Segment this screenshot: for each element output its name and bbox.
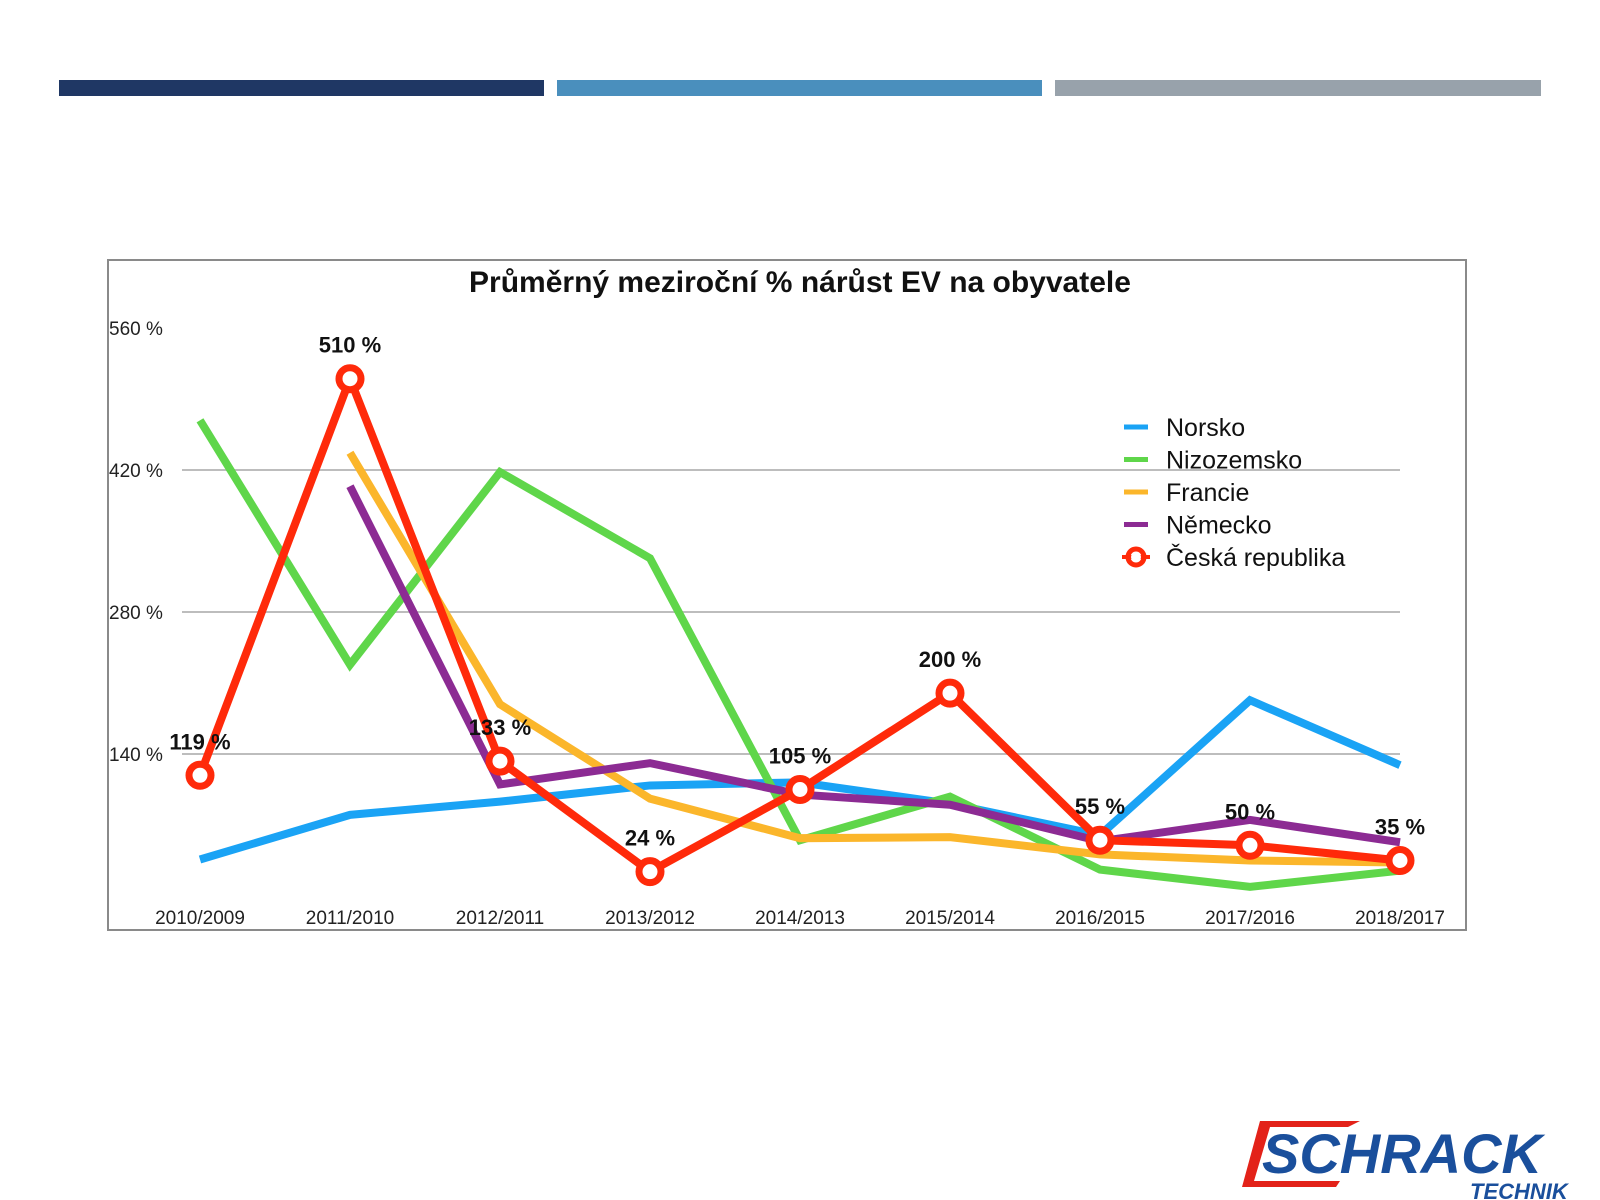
chart-title: Průměrný meziroční % nárůst EV na obyvat… — [469, 266, 1131, 299]
data-label: 50 % — [1225, 799, 1275, 824]
legend-item-ceska-republika: Česká republika — [1122, 543, 1345, 572]
legend-label: Česká republika — [1166, 543, 1345, 572]
legend-item-norsko: Norsko — [1124, 414, 1245, 442]
legend-marker-center — [1131, 552, 1141, 562]
data-label: 24 % — [625, 826, 675, 851]
x-tick-label: 2018/2017 — [1355, 908, 1445, 929]
data-point-marker — [335, 364, 365, 394]
x-tick-label: 2016/2015 — [1055, 908, 1145, 929]
series-line-nemecko — [346, 484, 1401, 847]
data-point-marker — [1235, 830, 1265, 860]
data-point-marker — [1085, 825, 1115, 855]
data-point-marker — [635, 857, 665, 887]
x-tick-label: 2010/2009 — [155, 908, 245, 929]
header-bar-light-blue — [557, 80, 1042, 96]
legend-label: Nizozemsko — [1166, 447, 1302, 475]
series-line-francie — [346, 450, 1401, 867]
data-point-marker — [485, 746, 515, 776]
schrack-logo: SCHRACK TECHNIK — [1240, 1115, 1600, 1200]
data-label: 510 % — [319, 333, 381, 358]
legend-label: Německo — [1166, 512, 1272, 540]
data-point-marker — [185, 760, 215, 790]
x-tick-label: 2012/2011 — [456, 908, 544, 929]
y-tick-label: 280 % — [109, 603, 163, 624]
y-tick-label: 140 % — [109, 745, 163, 766]
legend-label: Francie — [1166, 479, 1249, 507]
y-tick-label: 560 % — [109, 319, 163, 340]
logo-frame-icon — [1242, 1121, 1360, 1187]
data-label: 35 % — [1375, 815, 1425, 840]
x-tick-label: 2013/2012 — [605, 908, 695, 929]
data-point-marker — [1385, 846, 1415, 875]
data-label: 133 % — [469, 715, 531, 740]
legend-label: Norsko — [1166, 414, 1245, 442]
data-point-marker — [935, 678, 965, 708]
data-point-marker — [785, 775, 815, 804]
legend-item-francie: Francie — [1124, 479, 1249, 507]
logo-sub-text: TECHNIK — [1470, 1179, 1570, 1200]
x-tick-label: 2015/2014 — [905, 908, 995, 929]
header-bar-gray — [1055, 80, 1541, 96]
data-label: 105 % — [769, 744, 831, 769]
legend-item-nizozemsko: Nizozemsko — [1124, 447, 1302, 475]
logo-brand-text: SCHRACK — [1262, 1122, 1546, 1185]
data-label: 55 % — [1075, 794, 1125, 819]
legend-item-nemecko: Německo — [1124, 512, 1272, 540]
data-label: 119 % — [169, 729, 230, 754]
y-tick-label: 420 % — [109, 461, 163, 482]
x-tick-label: 2017/2016 — [1205, 908, 1295, 929]
x-tick-label: 2011/2010 — [306, 908, 394, 929]
data-label: 200 % — [919, 647, 981, 672]
x-tick-label: 2014/2013 — [755, 908, 845, 929]
header-bar-dark-blue — [59, 80, 544, 96]
